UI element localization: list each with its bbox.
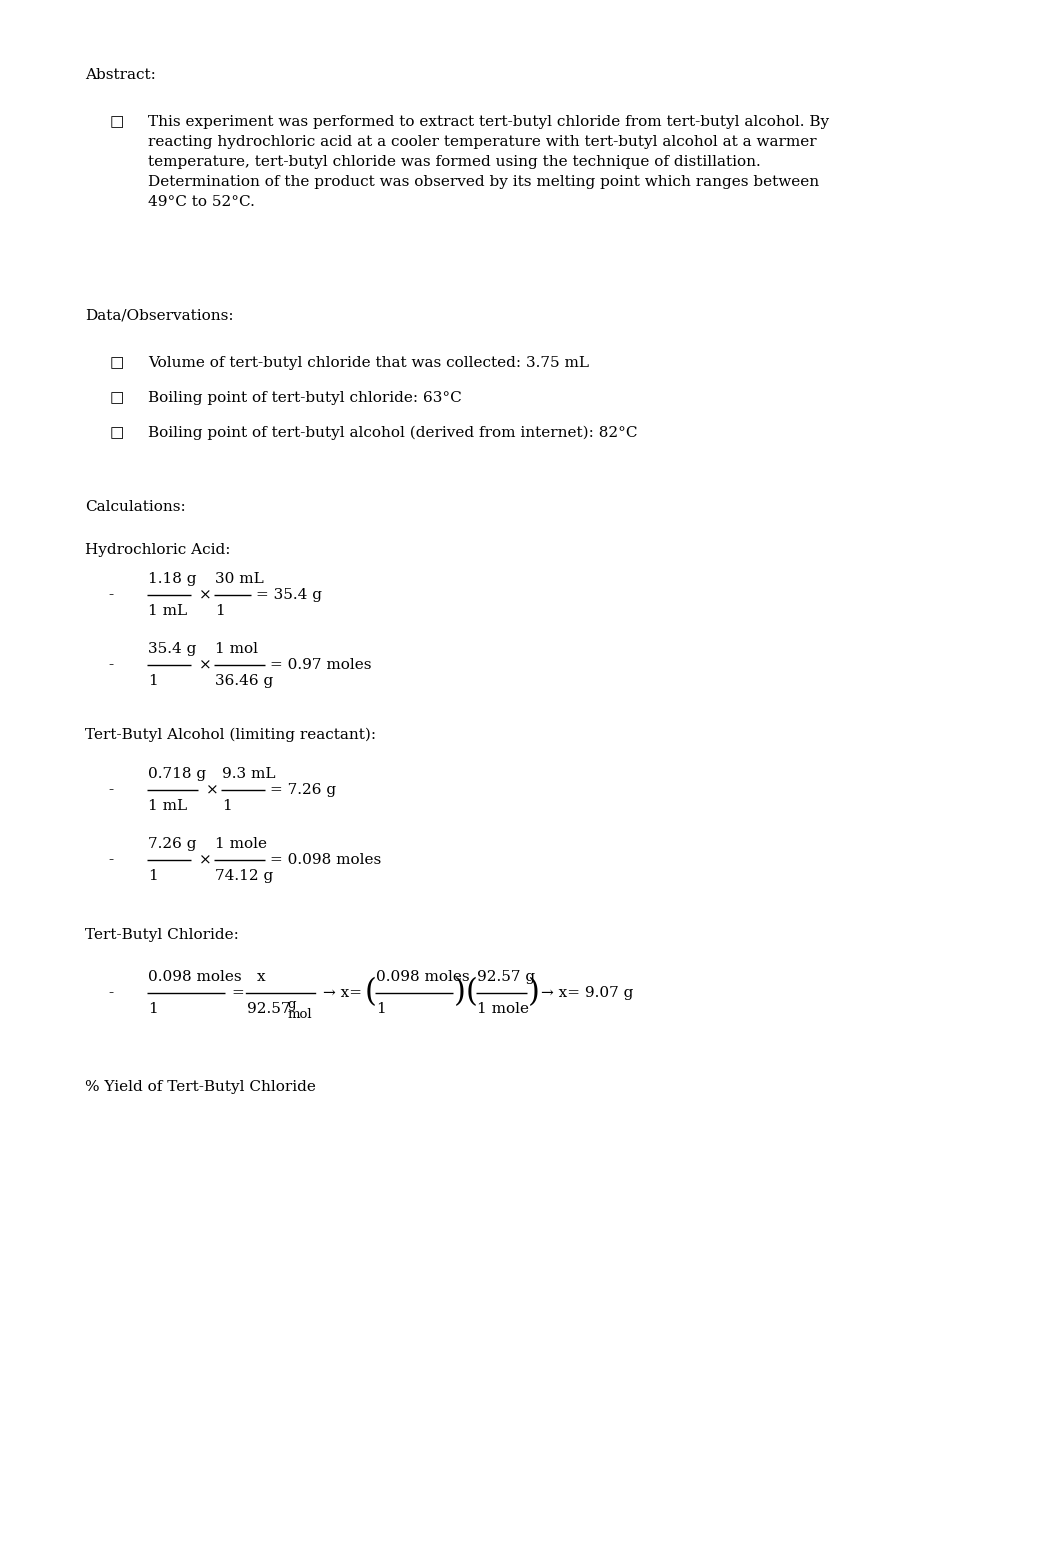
- Text: ×: ×: [199, 852, 211, 866]
- Text: □: □: [110, 390, 124, 404]
- Text: (: (: [466, 977, 478, 1008]
- Text: 1: 1: [376, 1002, 386, 1016]
- Text: = 0.97 moles: = 0.97 moles: [270, 659, 371, 671]
- Text: 1: 1: [215, 604, 225, 618]
- Text: → x=: → x=: [323, 987, 362, 1001]
- Text: 1: 1: [148, 1002, 158, 1016]
- Text: = 7.26 g: = 7.26 g: [270, 784, 336, 798]
- Text: -: -: [108, 588, 114, 603]
- Text: 1: 1: [148, 869, 158, 884]
- Text: % Yield of Tert-Butyl Chloride: % Yield of Tert-Butyl Chloride: [85, 1080, 315, 1094]
- Text: 1 mol: 1 mol: [215, 642, 258, 656]
- Text: (: (: [365, 977, 377, 1008]
- Text: 0.098 moles: 0.098 moles: [148, 969, 242, 983]
- Text: =: =: [232, 987, 244, 1001]
- Text: g: g: [287, 997, 295, 1012]
- Text: Hydrochloric Acid:: Hydrochloric Acid:: [85, 543, 230, 557]
- Text: 36.46 g: 36.46 g: [215, 674, 273, 688]
- Text: Boiling point of tert-butyl alcohol (derived from internet): 82°C: Boiling point of tert-butyl alcohol (der…: [148, 426, 637, 440]
- Text: 0.098 moles: 0.098 moles: [376, 969, 469, 983]
- Text: 92.57 g: 92.57 g: [477, 969, 535, 983]
- Text: 1 mole: 1 mole: [215, 837, 267, 851]
- Text: Volume of tert-butyl chloride that was collected: 3.75 mL: Volume of tert-butyl chloride that was c…: [148, 356, 589, 370]
- Text: 92.57: 92.57: [247, 1002, 291, 1016]
- Text: 74.12 g: 74.12 g: [215, 869, 273, 884]
- Text: -: -: [108, 784, 114, 798]
- Text: 1.18 g: 1.18 g: [148, 571, 196, 585]
- Text: Tert-Butyl Alcohol (limiting reactant):: Tert-Butyl Alcohol (limiting reactant):: [85, 727, 376, 743]
- Text: Calculations:: Calculations:: [85, 500, 186, 514]
- Text: = 0.098 moles: = 0.098 moles: [270, 852, 381, 866]
- Text: x: x: [257, 969, 266, 983]
- Text: mol: mol: [287, 1008, 311, 1021]
- Text: Data/Observations:: Data/Observations:: [85, 308, 234, 322]
- Text: 30 mL: 30 mL: [215, 571, 263, 585]
- Text: -: -: [108, 852, 114, 866]
- Text: -: -: [108, 987, 114, 1001]
- Text: 0.718 g: 0.718 g: [148, 766, 206, 780]
- Text: ×: ×: [199, 588, 211, 603]
- Text: Abstract:: Abstract:: [85, 69, 156, 83]
- Text: ): ): [528, 977, 539, 1008]
- Text: 9.3 mL: 9.3 mL: [222, 766, 275, 780]
- Text: 1 mL: 1 mL: [148, 799, 187, 813]
- Text: 1: 1: [148, 674, 158, 688]
- Text: 7.26 g: 7.26 g: [148, 837, 196, 851]
- Text: □: □: [110, 356, 124, 370]
- Text: ×: ×: [199, 659, 211, 671]
- Text: Boiling point of tert-butyl chloride: 63°C: Boiling point of tert-butyl chloride: 63…: [148, 390, 462, 404]
- Text: 35.4 g: 35.4 g: [148, 642, 196, 656]
- Text: → x= 9.07 g: → x= 9.07 g: [541, 987, 633, 1001]
- Text: 1: 1: [222, 799, 232, 813]
- Text: Tert-Butyl Chloride:: Tert-Butyl Chloride:: [85, 927, 239, 941]
- Text: -: -: [108, 659, 114, 671]
- Text: ): ): [455, 977, 466, 1008]
- Text: 1 mole: 1 mole: [477, 1002, 529, 1016]
- Text: □: □: [110, 426, 124, 440]
- Text: ×: ×: [206, 784, 219, 798]
- Text: □: □: [110, 116, 124, 130]
- Text: 1 mL: 1 mL: [148, 604, 187, 618]
- Text: = 35.4 g: = 35.4 g: [256, 588, 322, 603]
- Text: This experiment was performed to extract tert-butyl chloride from tert-butyl alc: This experiment was performed to extract…: [148, 116, 829, 209]
